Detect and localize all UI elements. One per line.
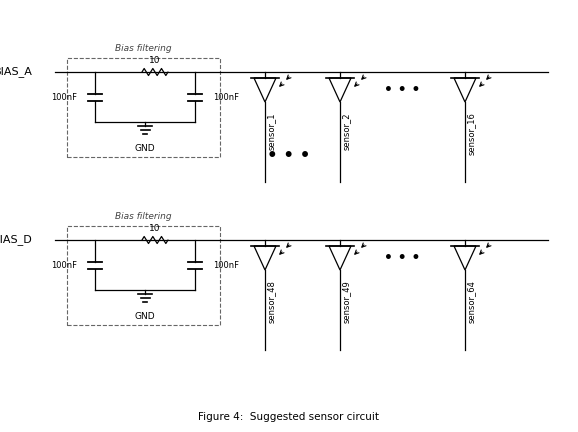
Text: 10: 10 [149,56,161,65]
Text: BIAS_A: BIAS_A [0,67,33,77]
Bar [67,226,220,325]
Text: GND: GND [135,312,155,321]
Text: sensor_16: sensor_16 [467,112,476,155]
Text: 100nF: 100nF [213,92,239,102]
Text: BIAS_D: BIAS_D [0,235,33,245]
Text: 10: 10 [149,224,161,233]
Text: • • •: • • • [267,147,311,165]
Text: sensor_64: sensor_64 [467,280,476,323]
Text: sensor_48: sensor_48 [267,280,276,323]
Bar [67,58,220,157]
Text: • • •: • • • [384,251,421,265]
Text: Figure 4:  Suggested sensor circuit: Figure 4: Suggested sensor circuit [198,412,380,422]
Text: GND: GND [135,144,155,153]
Text: sensor_1: sensor_1 [267,112,276,149]
Text: • • •: • • • [384,83,421,97]
Text: Bias filtering: Bias filtering [115,44,172,53]
Text: sensor_49: sensor_49 [342,280,351,323]
Text: Bias filtering: Bias filtering [115,212,172,221]
Text: 100nF: 100nF [213,260,239,270]
Text: sensor_2: sensor_2 [342,112,351,149]
Text: 100nF: 100nF [51,260,77,270]
Text: 100nF: 100nF [51,92,77,102]
